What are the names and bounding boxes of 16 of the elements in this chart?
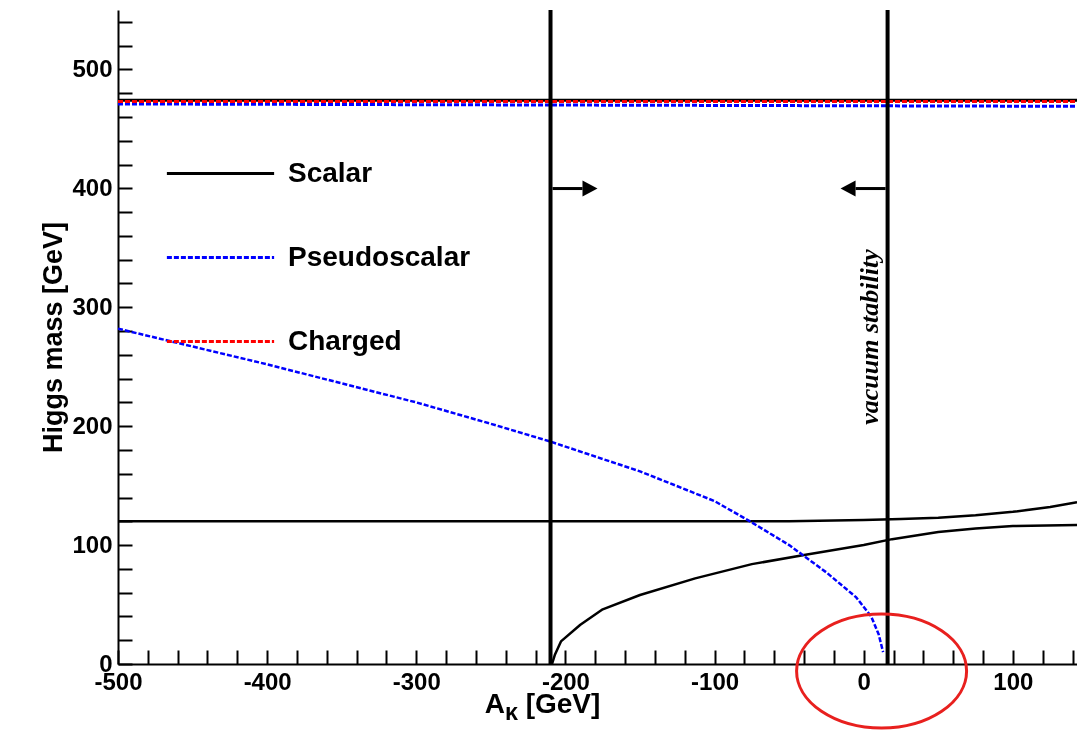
y-tick-label: 200: [72, 411, 113, 439]
x-tick-label: 0: [857, 667, 871, 695]
y-tick-label: 400: [72, 173, 113, 201]
x-tick-label: -300: [392, 667, 441, 695]
x-tick-label: -200: [541, 667, 590, 695]
x-tick-label: -400: [243, 667, 292, 695]
y-tick-label: 500: [72, 54, 113, 82]
x-tick-label: -100: [691, 667, 740, 695]
legend-label: Scalar: [288, 156, 373, 188]
y-tick-label: 300: [72, 292, 113, 320]
y-axis-title: Higgs mass [GeV]: [38, 221, 69, 454]
legend-label: Charged: [288, 324, 402, 356]
ref-line-label: vacuum stability: [854, 248, 884, 425]
legend-label: Pseudoscalar: [288, 240, 471, 272]
y-tick-label: 100: [72, 530, 113, 558]
x-tick-label: 100: [993, 667, 1034, 695]
